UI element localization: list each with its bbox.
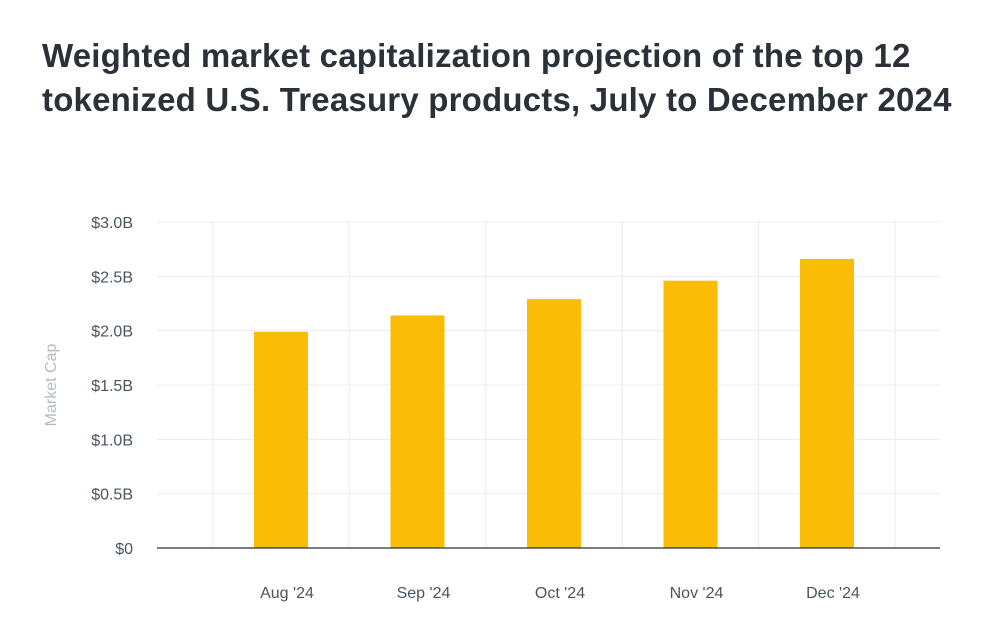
y-tick-label: $0: [115, 541, 133, 558]
bar-1: [390, 315, 445, 548]
y-tick-label: $1.5B: [91, 378, 133, 395]
x-tick-label: Nov '24: [670, 585, 724, 602]
y-tick-label: $1.0B: [91, 432, 133, 449]
chart-title: Weighted market capitalization projectio…: [42, 37, 952, 118]
y-axis-ticks: $0 $0.5B $1.0B $1.5B $2.0B $2.5B $3.0B: [91, 215, 133, 558]
y-tick-label: $2.0B: [91, 324, 133, 341]
x-axis-ticks: Aug '24 Sep '24 Oct '24 Nov '24 Dec '24: [260, 585, 860, 602]
x-tick-label: Oct '24: [535, 585, 585, 602]
bar-3: [663, 280, 718, 548]
bar-2: [527, 299, 581, 548]
bars: [254, 258, 854, 548]
y-axis-title: Market Cap: [43, 344, 60, 427]
y-tick-label: $3.0B: [91, 215, 133, 232]
bar-4: [800, 258, 854, 548]
y-tick-label: $2.5B: [91, 269, 133, 286]
bar-0: [254, 331, 308, 548]
x-tick-label: Aug '24: [260, 585, 314, 602]
y-tick-label: $0.5B: [91, 487, 133, 504]
x-tick-label: Sep '24: [397, 585, 451, 602]
x-tick-label: Dec '24: [806, 585, 860, 602]
